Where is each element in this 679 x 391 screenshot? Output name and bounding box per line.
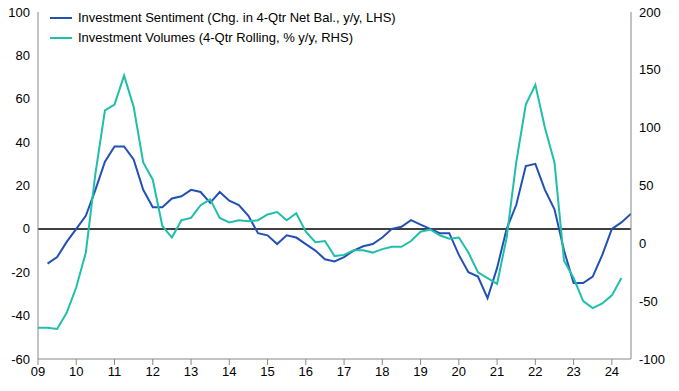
svg-text:20: 20 [16,178,30,193]
html-text:Investment Sentiment (Chg. in: Investment Sentiment (Chg. in 4-Qtr Net … [78,10,396,25]
svg-text:-20: -20 [11,265,30,280]
svg-text:10: 10 [69,364,83,379]
svg-text:100: 100 [8,5,30,20]
svg-text:13: 13 [184,364,198,379]
html-text:Investment Volumes (4-Qtr Roll: Investment Volumes (4-Qtr Rolling, % y/y… [78,30,353,45]
svg-text:40: 40 [16,135,30,150]
svg-text:50: 50 [639,178,653,193]
svg-text:200: 200 [639,5,661,20]
svg-text:21: 21 [490,364,504,379]
svg-text:17: 17 [337,364,351,379]
svg-text:60: 60 [16,91,30,106]
svg-text:19: 19 [413,364,427,379]
svg-text:20: 20 [452,364,466,379]
svg-text:-50: -50 [639,294,658,309]
svg-text:-100: -100 [639,352,665,367]
svg-text:24: 24 [605,364,619,379]
svg-text:100: 100 [639,120,661,135]
svg-text:09: 09 [31,364,45,379]
svg-text:0: 0 [639,236,646,251]
svg-text:150: 150 [639,62,661,77]
svg-text:15: 15 [260,364,274,379]
svg-text:-40: -40 [11,308,30,323]
svg-text:-60: -60 [11,352,30,367]
svg-text:18: 18 [375,364,389,379]
svg-text:23: 23 [566,364,580,379]
svg-text:80: 80 [16,48,30,63]
svg-text:14: 14 [222,364,236,379]
svg-text:11: 11 [108,364,122,379]
svg-text:12: 12 [146,364,160,379]
svg-text:0: 0 [23,221,30,236]
svg-text:16: 16 [299,364,313,379]
svg-text:22: 22 [528,364,542,379]
